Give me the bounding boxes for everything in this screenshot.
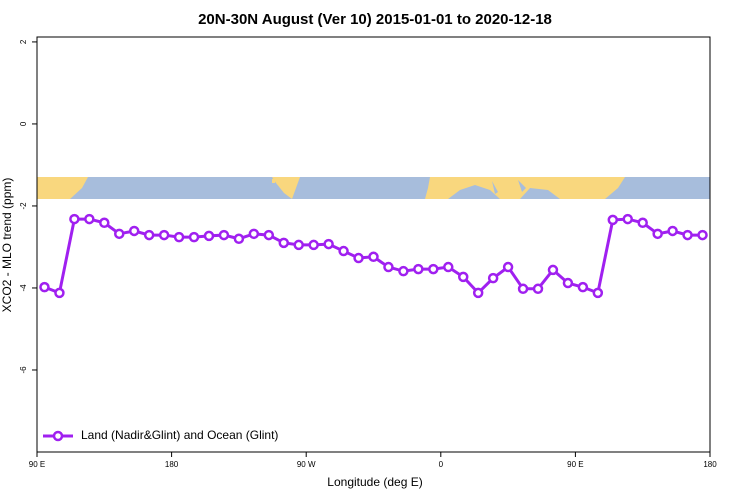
data-point (413, 263, 424, 275)
data-point (69, 213, 80, 225)
data-point (233, 233, 245, 245)
data-point (517, 283, 529, 295)
data-point (637, 217, 648, 229)
x-tick-label: 90 E (29, 460, 45, 469)
data-point (472, 287, 484, 299)
data-point (398, 265, 409, 277)
data-point (547, 264, 559, 276)
data-point (99, 217, 110, 229)
data-point (592, 287, 604, 299)
x-tick-label: 180 (165, 460, 179, 469)
data-point (188, 231, 200, 243)
data-point (697, 229, 708, 241)
x-tick-label: 90 W (297, 460, 316, 469)
data-point (308, 239, 319, 251)
data-point (353, 252, 364, 264)
data-point (158, 229, 170, 241)
x-axis-label: Longitude (deg E) (327, 475, 422, 489)
data-point (128, 225, 140, 237)
data-point (652, 228, 663, 240)
data-point (607, 214, 619, 226)
data-point (323, 238, 334, 250)
data-point (577, 281, 589, 293)
data-point (443, 261, 454, 273)
data-point (143, 229, 155, 241)
data-point (532, 283, 544, 295)
data-point (487, 272, 499, 284)
legend-marker (52, 430, 64, 442)
data-point (667, 225, 678, 237)
data-point (428, 263, 439, 275)
data-point (622, 213, 633, 225)
y-axis-label: XCO2 - MLO trend (ppm) (0, 178, 14, 313)
data-point (173, 231, 185, 243)
data-point (368, 251, 379, 263)
y-tick-label: 0 (19, 121, 28, 126)
data-point (263, 229, 275, 241)
map-strip (37, 177, 710, 199)
data-point (383, 261, 394, 273)
data-point (682, 229, 693, 241)
legend-label: Land (Nadir&Glint) and Ocean (Glint) (81, 428, 278, 442)
y-tick-label: -6 (19, 366, 28, 374)
x-tick-label: 180 (703, 460, 717, 469)
data-point (248, 228, 260, 240)
data-point (278, 237, 290, 249)
data-point (114, 228, 125, 240)
data-point (39, 281, 50, 293)
data-point (218, 229, 230, 241)
y-tick-label: -2 (19, 202, 28, 210)
data-point (502, 261, 514, 273)
y-tick-label: 2 (19, 39, 28, 44)
data-point (54, 287, 65, 299)
data-point (562, 277, 574, 289)
plot-frame (36, 36, 711, 453)
data-point (84, 213, 95, 225)
data-point (457, 271, 469, 283)
data-point (338, 245, 349, 257)
x-tick-label: 90 E (567, 460, 583, 469)
x-tick-label: 0 (439, 460, 444, 469)
data-point (293, 239, 304, 251)
chart-title: 20N-30N August (Ver 10) 2015-01-01 to 20… (198, 11, 552, 28)
y-tick-label: -4 (19, 284, 28, 292)
data-point (203, 230, 215, 242)
